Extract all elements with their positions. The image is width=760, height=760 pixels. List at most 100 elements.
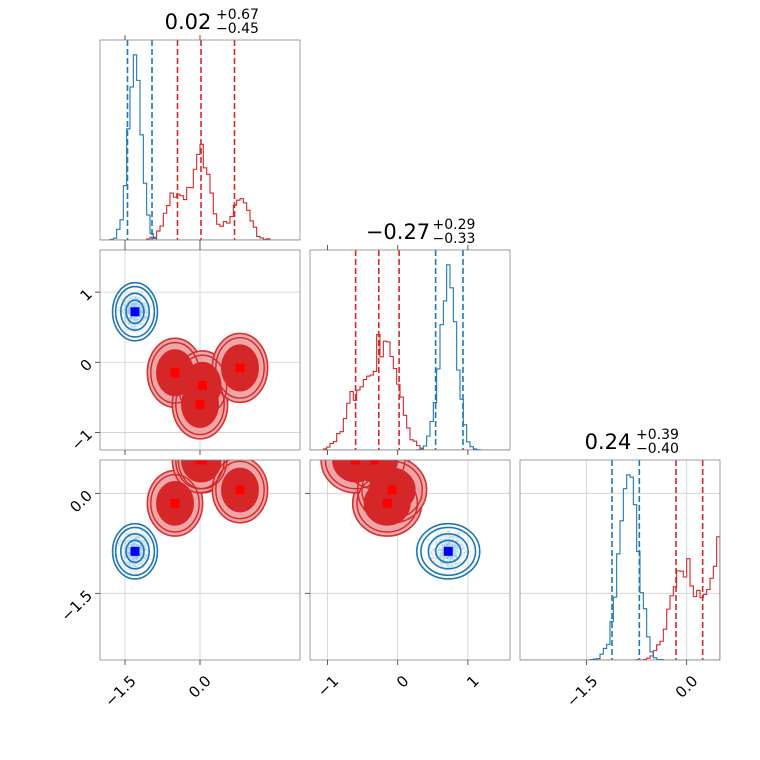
sample-point-blue	[135, 572, 138, 575]
sample-point-blue	[135, 324, 138, 327]
sample-point-red	[208, 455, 210, 457]
sample-point-red	[193, 456, 195, 458]
sample-point-blue	[130, 302, 132, 305]
sample-point-blue	[134, 558, 137, 560]
sample-point-blue	[128, 305, 131, 307]
sample-point-blue	[145, 554, 148, 557]
sample-point-blue	[131, 537, 134, 539]
sample-point-blue	[133, 537, 136, 540]
sample-point-red	[218, 454, 220, 456]
sample-point-blue	[128, 305, 131, 308]
sample-point-red	[386, 446, 388, 448]
sample-point-blue	[130, 302, 132, 305]
sample-point-blue	[123, 307, 126, 310]
sample-point-blue	[126, 562, 128, 565]
sample-point-red	[192, 440, 194, 442]
sample-point-blue	[136, 537, 139, 539]
sample-point-blue	[121, 310, 124, 313]
sample-point-blue	[139, 311, 141, 314]
sample-point-red	[209, 452, 211, 454]
sample-point-blue	[139, 304, 142, 307]
sample-point-blue	[143, 316, 146, 319]
sample-point-blue	[136, 555, 139, 558]
sample-point-blue	[139, 556, 141, 559]
sample-point-red	[348, 451, 350, 453]
sample-point-blue	[123, 316, 126, 319]
sample-point-blue	[141, 310, 144, 313]
sample-point-blue	[132, 301, 135, 304]
sample-point-red	[211, 456, 213, 458]
sample-point-red	[195, 457, 197, 459]
contour-blue	[111, 522, 159, 580]
sample-point-red	[149, 524, 152, 527]
sample-point-red	[203, 457, 205, 459]
sample-point-blue	[144, 312, 147, 315]
sample-point-red	[203, 454, 205, 456]
sample-point-blue	[142, 540, 145, 543]
hist-blue-2	[520, 474, 720, 660]
sample-point-blue	[137, 535, 140, 538]
sample-point-blue	[122, 312, 125, 314]
sample-point-blue	[140, 546, 142, 549]
sample-point-red	[211, 447, 213, 449]
sample-point-blue	[132, 562, 135, 565]
sample-point-blue	[138, 304, 141, 307]
sample-point-blue	[134, 303, 137, 306]
sample-point-red	[212, 454, 214, 456]
sample-point-blue	[139, 312, 141, 315]
sample-point-blue	[136, 302, 139, 304]
sample-point-blue	[128, 309, 131, 312]
sample-point-blue	[147, 325, 150, 327]
sample-point-red	[210, 453, 212, 455]
sample-point-blue	[140, 311, 143, 314]
sample-point-blue	[144, 311, 147, 314]
sample-point-blue	[135, 529, 138, 532]
sample-point-blue	[134, 542, 137, 544]
sample-point-blue	[133, 326, 136, 328]
sample-point-red	[218, 453, 220, 455]
sample-point-blue	[131, 317, 134, 320]
sample-point-blue	[133, 541, 135, 543]
sample-point-red	[192, 457, 194, 459]
sample-point-red	[210, 445, 212, 447]
sample-point-blue	[129, 570, 131, 573]
sample-point-blue	[131, 316, 133, 319]
sample-point-blue	[134, 303, 137, 306]
sample-point-blue	[132, 571, 134, 574]
sample-point-blue	[134, 537, 137, 540]
sample-point-blue	[134, 297, 137, 300]
sample-point-red	[208, 448, 210, 450]
sample-point-red	[215, 456, 217, 458]
sample-point-blue	[128, 309, 131, 312]
sample-point-blue	[131, 557, 134, 560]
sample-point-blue	[144, 315, 147, 318]
sample-point-blue	[128, 561, 131, 564]
sample-point-blue	[128, 317, 131, 320]
sample-point-blue	[128, 316, 131, 319]
sample-point-blue	[127, 309, 130, 312]
sample-point-blue	[135, 558, 138, 561]
sample-point-blue	[128, 561, 130, 564]
sample-point-red	[203, 448, 205, 450]
sample-point-blue	[151, 315, 154, 317]
sample-point-red	[221, 451, 223, 453]
sample-point-blue	[144, 310, 147, 313]
sample-point-blue	[139, 312, 142, 315]
sample-point-blue	[137, 297, 140, 300]
sample-point-blue	[127, 308, 130, 311]
sample-point-red	[198, 458, 200, 460]
sample-point-blue	[131, 296, 133, 298]
sample-point-blue	[142, 299, 145, 302]
contour-blue	[111, 281, 159, 342]
sample-point-blue	[124, 319, 127, 322]
sample-point-blue	[141, 530, 144, 533]
sample-point-blue	[150, 305, 153, 308]
sample-point-blue	[130, 544, 133, 547]
sample-point-red	[191, 451, 193, 453]
sample-point-blue	[123, 555, 126, 558]
sample-point-blue	[132, 295, 134, 298]
sample-point-blue	[124, 316, 127, 319]
sample-point-blue	[135, 303, 138, 306]
sample-point-blue	[126, 551, 129, 554]
sample-point-blue	[125, 539, 128, 542]
